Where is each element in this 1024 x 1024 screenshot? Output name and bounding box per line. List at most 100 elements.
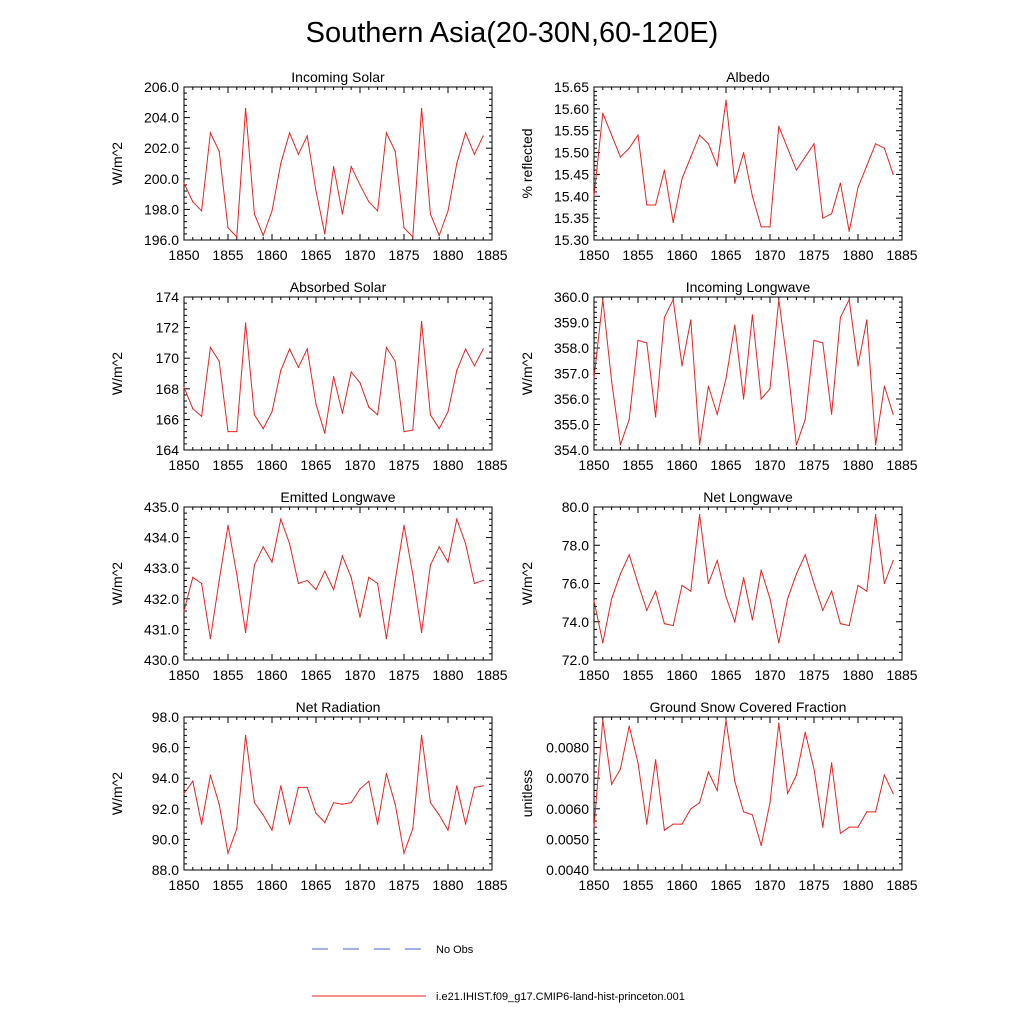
y-tick-label: 174	[156, 289, 180, 305]
x-tick-label: 1880	[432, 877, 463, 893]
y-tick-label: 357.0	[554, 366, 589, 382]
x-tick-label: 1875	[798, 667, 829, 683]
data-point	[875, 811, 877, 813]
data-point	[751, 619, 754, 621]
data-point	[315, 190, 317, 192]
data-point	[306, 135, 308, 137]
data-point	[324, 570, 326, 572]
y-tick-label: 15.60	[554, 101, 589, 117]
data-point	[447, 829, 449, 831]
plot-frame	[593, 86, 903, 241]
data-point	[359, 616, 361, 618]
y-axis-label: W/m^2	[109, 562, 125, 605]
data-point	[760, 569, 762, 571]
data-point	[359, 184, 361, 186]
data-point	[743, 577, 745, 579]
data-point	[183, 386, 185, 388]
panel-3: Incoming Longwave W/m^2 1850 1855 1860 1865 18…	[519, 279, 918, 473]
data-point	[236, 828, 238, 830]
data-point	[350, 576, 352, 578]
data-point	[743, 151, 745, 154]
data-point	[324, 821, 326, 824]
data-point	[385, 346, 387, 349]
data-point	[473, 786, 475, 788]
panel-title: Net Radiation	[296, 699, 381, 715]
legend: No Obs i.e21.IHIST.f09_g17.CMIP6-land-hi…	[312, 944, 685, 1003]
data-point	[637, 339, 639, 341]
x-tick-label: 1870	[754, 877, 785, 893]
x-tick-label: 1860	[256, 457, 287, 473]
data-point	[315, 812, 317, 814]
data-point	[280, 518, 282, 520]
y-tick-label: 172	[156, 320, 180, 336]
data-point	[429, 564, 431, 566]
x-tick-label: 1855	[212, 457, 243, 473]
data-point	[716, 413, 718, 415]
x-tick-label: 1880	[842, 877, 873, 893]
y-tick-label: 202.0	[144, 140, 179, 156]
data-point	[813, 339, 815, 341]
x-tick-label: 1875	[798, 877, 829, 893]
data-point	[341, 213, 343, 215]
x-tick-label: 1875	[388, 247, 419, 263]
x-tick-label: 1850	[578, 457, 609, 473]
data-point	[883, 582, 886, 585]
data-point	[769, 598, 771, 600]
x-tick-label: 1855	[622, 667, 653, 683]
data-point	[892, 559, 894, 562]
x-tick-label: 1860	[666, 877, 697, 893]
y-axis-label: % reflected	[519, 128, 535, 198]
data-point	[734, 182, 736, 184]
y-tick-label: 15.40	[554, 188, 589, 204]
data-point	[271, 561, 273, 563]
data-point	[681, 584, 683, 587]
y-tick-label: 200.0	[144, 171, 179, 187]
series-line	[183, 321, 484, 434]
panel-title: Emitted Longwave	[280, 489, 395, 505]
data-point	[655, 759, 657, 761]
x-tick-label: 1880	[842, 457, 873, 473]
data-point	[201, 210, 203, 212]
data-point	[333, 589, 335, 591]
data-point	[385, 132, 387, 134]
data-point	[831, 762, 833, 764]
data-point	[699, 514, 701, 516]
data-point	[438, 546, 440, 548]
series-line	[183, 517, 484, 639]
y-tick-label: 0.0050	[546, 831, 589, 847]
y-tick-label: 435.0	[144, 499, 179, 515]
data-point	[883, 774, 886, 776]
x-tick-label: 1870	[344, 457, 375, 473]
data-point	[593, 195, 595, 197]
data-point	[192, 780, 194, 782]
data-point	[769, 388, 771, 390]
data-point	[628, 418, 630, 420]
data-point	[795, 444, 798, 446]
data-point	[637, 762, 639, 764]
data-point	[690, 808, 692, 810]
data-point	[839, 182, 842, 184]
y-axis-label: W/m^2	[109, 142, 125, 185]
x-tick-label: 1850	[578, 667, 609, 683]
y-tick-label: 15.50	[554, 145, 589, 161]
x-tick-label: 1875	[388, 877, 419, 893]
data-point	[831, 213, 833, 215]
data-point	[743, 398, 745, 400]
data-point	[743, 811, 745, 813]
data-point	[227, 852, 229, 854]
data-point	[438, 427, 440, 430]
data-point	[473, 153, 475, 155]
series-line	[593, 514, 894, 643]
data-point	[465, 543, 467, 545]
data-point	[377, 210, 379, 212]
data-point	[271, 210, 273, 212]
x-tick-label: 1860	[666, 247, 697, 263]
data-point	[892, 413, 894, 415]
data-point	[429, 213, 431, 215]
data-point	[297, 786, 299, 788]
x-tick-label: 1885	[886, 667, 917, 683]
data-point	[839, 832, 842, 834]
data-point	[813, 768, 815, 770]
x-tick-label: 1870	[344, 247, 375, 263]
